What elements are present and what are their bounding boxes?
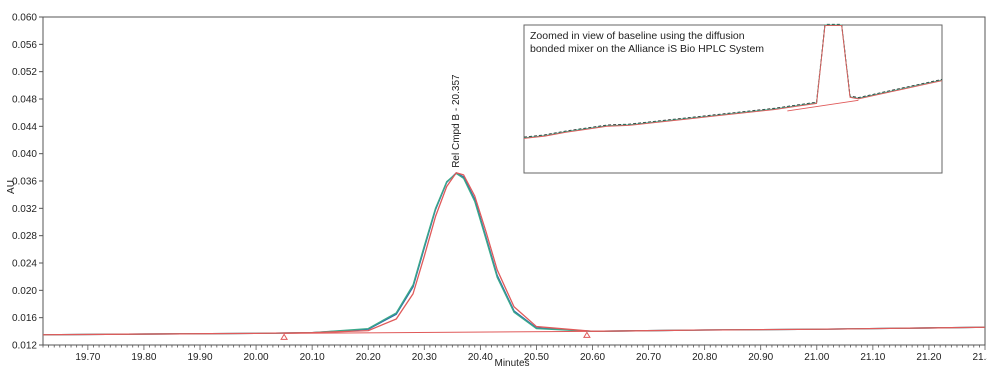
baseline-start-marker [280, 333, 288, 340]
chromatogram-traces [42, 172, 986, 336]
inset-trace-2 [523, 24, 943, 139]
y-tick-label: 0.024 [12, 259, 37, 270]
x-tick-label: 19.70 [75, 352, 100, 363]
y-tick-label: 0.028 [12, 231, 37, 242]
y-tick-label: 0.044 [12, 122, 37, 133]
inset-caption-line-1: Zoomed in view of baseline using the dif… [530, 30, 745, 42]
inset-caption-line-2: bonded mixer on the Alliance iS Bio HPLC… [530, 43, 764, 55]
y-tick-label: 0.036 [12, 177, 37, 188]
x-tick-label: 20.40 [468, 352, 493, 363]
x-axis: 19.70 19.80 19.90 20.00 20.10 20.20 20.30 20.40… [42, 345, 987, 363]
y-tick-label: 0.048 [12, 95, 37, 106]
x-axis-title: Minutes [494, 358, 529, 367]
x-tick-label: 20.50 [524, 352, 549, 363]
integration-baseline [284, 330, 587, 334]
inset-traces [523, 23, 943, 139]
inset-trace-3 [523, 25, 943, 139]
x-tick-label: 21.30 [972, 352, 987, 363]
x-tick-label: 21.10 [860, 352, 885, 363]
y-tick-label: 0.012 [12, 341, 37, 352]
y-tick-label: 0.020 [12, 286, 37, 297]
y-tick-label: 0.060 [12, 13, 37, 24]
trace-3 [42, 172, 986, 336]
inset-frame [523, 24, 943, 174]
peak-label: Rel Cmpd B - 20.357 [451, 74, 462, 168]
inset-trace-1 [523, 23, 943, 138]
x-tick-label: 20.10 [300, 352, 325, 363]
y-tick-label: 0.040 [12, 149, 37, 160]
x-tick-label: 20.60 [580, 352, 605, 363]
peak-annotation: Rel Cmpd B - 20.357 [280, 74, 591, 340]
x-tick-label: 20.00 [244, 352, 269, 363]
y-axis: 0.012 0.016 0.020 0.024 0.028 0.032 0.036 0.040… [12, 13, 43, 352]
x-tick-label: 20.20 [356, 352, 381, 363]
baseline-end-marker [583, 331, 591, 338]
x-tick-label: 21.20 [916, 352, 941, 363]
x-tick-label: 19.90 [187, 352, 212, 363]
x-tick-label: 20.30 [412, 352, 437, 363]
inset-baseline [787, 99, 859, 112]
x-tick-label: 20.90 [748, 352, 773, 363]
x-tick-label: 21.00 [804, 352, 829, 363]
y-tick-label: 0.052 [12, 67, 37, 78]
y-tick-label: 0.016 [12, 313, 37, 324]
x-tick-label: 19.80 [131, 352, 156, 363]
y-axis-title: AU [6, 180, 17, 194]
x-tick-label: 20.70 [636, 352, 661, 363]
x-tick-label: 20.80 [692, 352, 717, 363]
y-tick-label: 0.032 [12, 204, 37, 215]
y-tick-label: 0.056 [12, 40, 37, 51]
zoom-inset: Zoomed in view of baseline using the dif… [523, 23, 943, 174]
